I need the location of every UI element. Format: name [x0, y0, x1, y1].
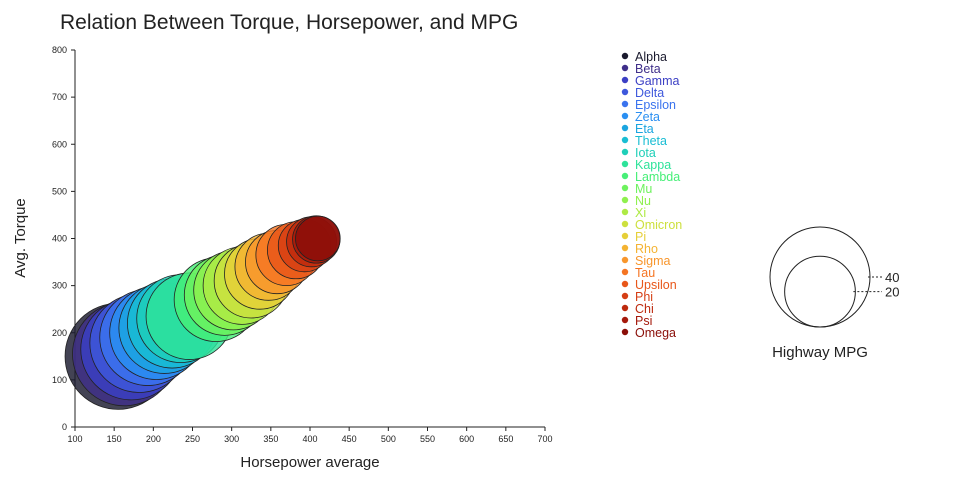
y-tick-label: 200 [52, 328, 67, 338]
legend-marker-lambda [621, 172, 629, 180]
legend-item-beta[interactable]: Beta [635, 62, 661, 76]
legend-item-sigma[interactable]: Sigma [635, 254, 670, 268]
legend-item-psi[interactable]: Psi [635, 314, 652, 328]
legend-marker-epsilon [621, 100, 629, 108]
x-tick-label: 150 [107, 434, 122, 444]
y-tick-label: 600 [52, 139, 67, 149]
legend-item-tau[interactable]: Tau [635, 266, 655, 280]
bubble-omega[interactable] [295, 215, 341, 262]
y-axis-title: Avg. Torque [12, 198, 29, 278]
legend-marker-pi [621, 232, 629, 240]
legend-marker-omicron [621, 220, 629, 228]
legend-item-lambda[interactable]: Lambda [635, 170, 680, 184]
legend-marker-xi [621, 208, 629, 216]
x-tick-label: 100 [67, 434, 82, 444]
x-axis-title: Horsepower average [240, 454, 379, 471]
plot-area: 100 150 200 250 300 350 400 450 500 550 600 650 700 … [52, 45, 553, 444]
x-tick-label: 500 [381, 434, 396, 444]
y-tick-label: 700 [52, 92, 67, 102]
legend-marker-alpha [621, 52, 629, 60]
y-tick-label: 500 [52, 186, 67, 196]
legend-marker-kappa [621, 160, 629, 168]
bubbles [64, 215, 341, 410]
size-legend-title: Highway MPG [772, 344, 868, 361]
x-tick-label: 300 [224, 434, 239, 444]
legend-marker-beta [621, 64, 629, 72]
size-legend-circle-small [784, 255, 856, 328]
x-tick-label: 250 [185, 434, 200, 444]
legend-marker-mu [621, 184, 629, 192]
x-tick-label: 200 [146, 434, 161, 444]
legend-item-xi[interactable]: Xi [635, 206, 646, 220]
legend-marker-iota [621, 148, 629, 156]
size-legend-label-large: 40 [885, 270, 899, 285]
size-legend-circle-large [769, 226, 871, 328]
legend-item-mu[interactable]: Mu [635, 182, 652, 196]
legend-item-kappa[interactable]: Kappa [635, 158, 671, 172]
legend-item-rho[interactable]: Rho [635, 242, 658, 256]
legend-marker-zeta [621, 112, 629, 120]
x-tick-label: 350 [263, 434, 278, 444]
size-legend-label-small: 20 [885, 285, 899, 300]
x-tick-label: 700 [537, 434, 552, 444]
legend-item-pi[interactable]: Pi [635, 230, 646, 244]
legend-item-delta[interactable]: Delta [635, 86, 664, 100]
x-tick-label: 450 [342, 434, 357, 444]
legend-marker-nu [621, 196, 629, 204]
legend-marker-gamma [621, 76, 629, 84]
legend-marker-phi [621, 292, 629, 300]
legend-marker-psi [621, 316, 629, 324]
legend-item-alpha[interactable]: Alpha [635, 50, 667, 64]
legend-item-gamma[interactable]: Gamma [635, 74, 680, 88]
x-tick-label: 550 [420, 434, 435, 444]
x-ticks: 100 150 200 250 300 350 400 450 500 550 600 650 700 [67, 427, 553, 444]
legend-marker-chi [621, 304, 629, 312]
legend-marker-eta [621, 124, 629, 132]
legend-marker-rho [621, 244, 629, 252]
legend-marker-tau [621, 268, 629, 276]
x-tick-label: 650 [498, 434, 513, 444]
legend-item-phi[interactable]: Phi [635, 290, 653, 304]
size-legend: 40 20 Highway MPG [769, 226, 899, 361]
legend-item-theta[interactable]: Theta [635, 134, 667, 148]
legend-item-chi[interactable]: Chi [635, 302, 654, 316]
legend-marker-omega [621, 328, 629, 336]
legend-item-omega[interactable]: Omega [635, 326, 676, 340]
y-tick-label: 800 [52, 45, 67, 55]
legend-item-omicron[interactable]: Omicron [635, 218, 682, 232]
y-tick-label: 0 [62, 422, 67, 432]
legend-marker-theta [621, 136, 629, 144]
chart-title: Relation Between Torque, Horsepower, and… [60, 11, 518, 34]
y-tick-label: 400 [52, 234, 67, 244]
legend-item-nu[interactable]: Nu [635, 194, 651, 208]
x-tick-label: 400 [302, 434, 317, 444]
legend-marker-upsilon [621, 280, 629, 288]
legend-item-zeta[interactable]: Zeta [635, 110, 660, 124]
y-ticks: 0 100 200 300 400 500 600 700 800 [52, 45, 75, 432]
legend-item-iota[interactable]: Iota [635, 146, 656, 160]
y-tick-label: 100 [52, 375, 67, 385]
legend-item-epsilon[interactable]: Epsilon [635, 98, 676, 112]
legend: AlphaBetaGammaDeltaEpsilonZetaEtaThetaIo… [621, 50, 682, 340]
y-tick-label: 300 [52, 281, 67, 291]
x-tick-label: 600 [459, 434, 474, 444]
legend-item-upsilon[interactable]: Upsilon [635, 278, 677, 292]
legend-item-eta[interactable]: Eta [635, 122, 654, 136]
legend-marker-sigma [621, 256, 629, 264]
legend-marker-delta [621, 88, 629, 96]
